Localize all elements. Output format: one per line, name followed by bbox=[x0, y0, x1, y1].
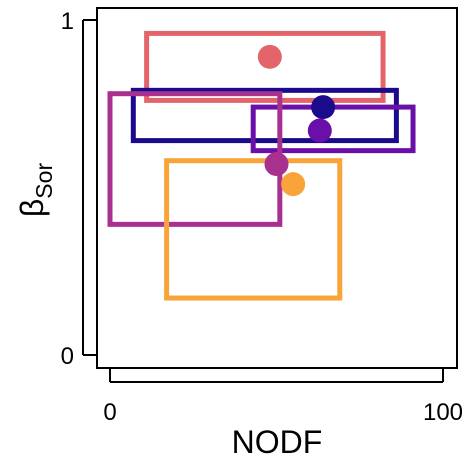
x-tick-label-1: 100 bbox=[423, 399, 463, 426]
y-tick-label-1: 1 bbox=[61, 8, 74, 35]
y-tick-label-0: 0 bbox=[61, 343, 74, 370]
y-axis: 01 bbox=[61, 8, 97, 370]
y-axis-title-subscript: Sor bbox=[31, 163, 57, 199]
range-box-1 bbox=[144, 30, 386, 103]
range-box-2 bbox=[130, 87, 399, 144]
data-point-1 bbox=[257, 44, 282, 69]
data-point-4 bbox=[264, 152, 289, 177]
data-point-2 bbox=[311, 95, 336, 120]
range-box-5 bbox=[164, 158, 343, 301]
x-tick-label-0: 0 bbox=[103, 399, 116, 426]
y-axis-title-main: β bbox=[14, 199, 50, 217]
x-axis: 0 100 bbox=[103, 368, 463, 426]
plot-frame bbox=[96, 7, 458, 369]
data-point-3 bbox=[307, 118, 332, 143]
y-axis-title: βSor bbox=[14, 163, 57, 218]
x-axis-title: NODF bbox=[232, 424, 323, 460]
data-points bbox=[257, 44, 336, 197]
range-boxes bbox=[107, 30, 416, 301]
data-point-5 bbox=[281, 172, 306, 197]
